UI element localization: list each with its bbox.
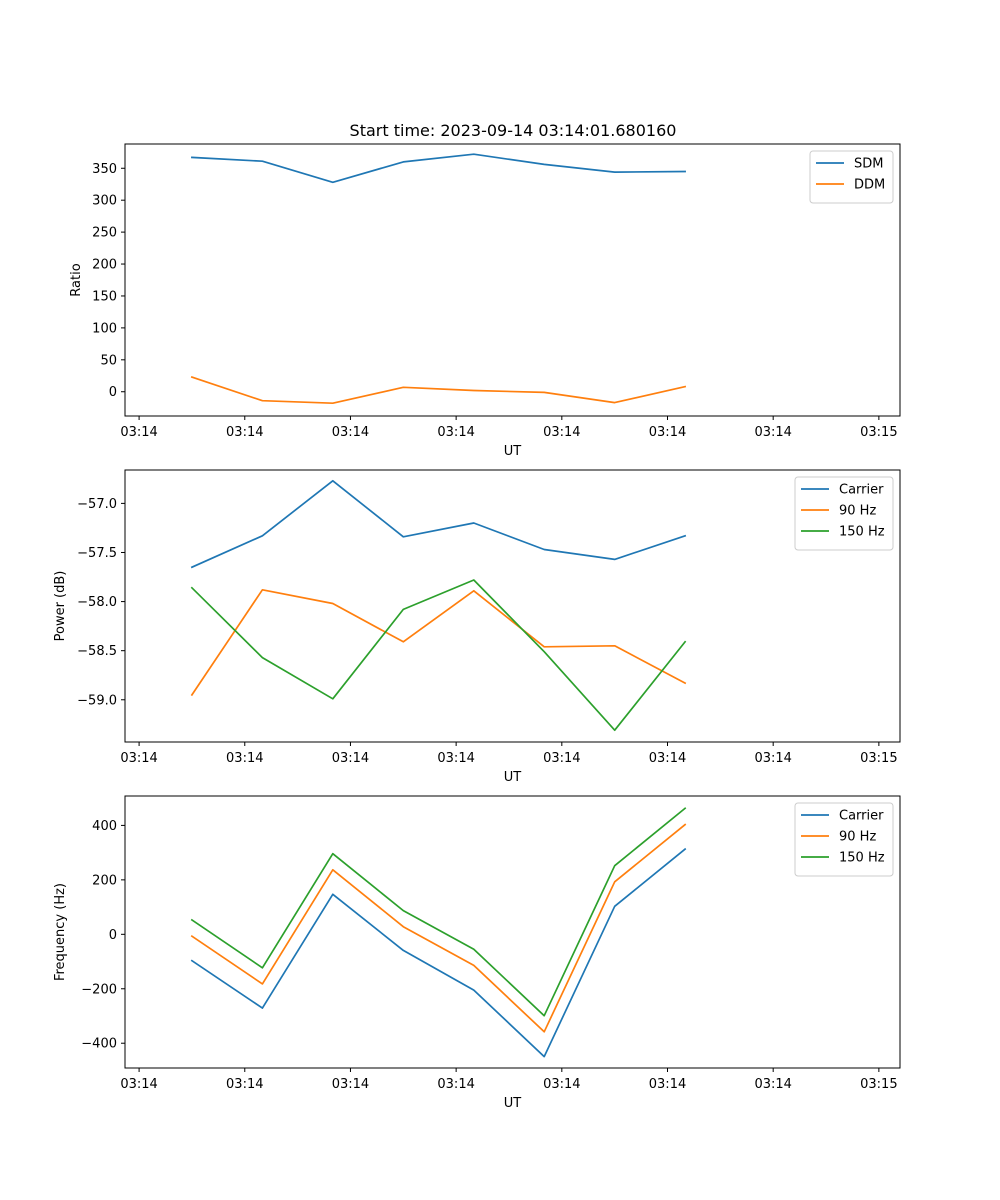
x-axis-label: UT xyxy=(504,770,522,785)
x-tick-label: 03:15 xyxy=(860,1077,897,1092)
x-axis: 03:14 03:14 03:14 03:14 03:14 03:14 03:14 03:15… xyxy=(120,1068,898,1111)
series-line-90-hz xyxy=(190,588,687,697)
series-line-150-hz xyxy=(190,807,687,1017)
x-tick-label: 03:14 xyxy=(649,425,686,440)
y-tick-label: 50 xyxy=(100,353,117,368)
y-tick-label: −57.5 xyxy=(77,546,117,561)
y-axis-label: Ratio xyxy=(69,263,84,296)
x-tick-label: 03:14 xyxy=(332,751,369,766)
plot-frame xyxy=(124,795,901,1069)
legend-label: DDM xyxy=(854,178,885,193)
x-tick-label: 03:14 xyxy=(332,425,369,440)
y-axis-label: Frequency (Hz) xyxy=(53,883,68,981)
x-tick-label: 03:14 xyxy=(754,751,791,766)
legend-label: 150 Hz xyxy=(839,851,885,866)
series-line-90-hz xyxy=(190,823,687,1033)
x-tick-label: 03:14 xyxy=(120,425,157,440)
y-axis: −59.0 −58.5 −58.0 −57.5 −57.0 Power (dB) xyxy=(53,497,125,708)
x-tick-label: 03:15 xyxy=(860,751,897,766)
x-tick-label: 03:14 xyxy=(543,751,580,766)
x-axis-label: UT xyxy=(504,444,522,459)
y-tick-label: 0 xyxy=(109,385,117,400)
y-tick-label: 150 xyxy=(92,289,117,304)
x-tick-label: 03:14 xyxy=(543,1077,580,1092)
figure-title: Start time: 2023-09-14 03:14:01.680160 xyxy=(350,121,677,140)
series-lines xyxy=(190,153,687,405)
x-tick-label: 03:14 xyxy=(437,751,474,766)
x-tick-label: 03:14 xyxy=(226,1077,263,1092)
y-tick-label: −58.5 xyxy=(77,644,117,659)
legend-label: Carrier xyxy=(839,483,884,498)
y-tick-label: −200 xyxy=(81,982,117,997)
y-tick-label: 250 xyxy=(92,226,117,241)
y-tick-label: 200 xyxy=(92,873,117,888)
legend: Carrier 90 Hz 150 Hz xyxy=(794,802,894,877)
y-axis: −400 −200 0 200 400 Frequency (Hz) xyxy=(53,819,125,1052)
legend: SDM DDM xyxy=(809,150,894,204)
x-tick-label: 03:14 xyxy=(649,1077,686,1092)
chart-panels: 03:14 03:14 03:14 03:14 03:14 03:14 03:14 03:15… xyxy=(53,143,901,1111)
x-axis: 03:14 03:14 03:14 03:14 03:14 03:14 03:14 03:15… xyxy=(120,742,898,785)
x-axis: 03:14 03:14 03:14 03:14 03:14 03:14 03:14 03:15… xyxy=(120,416,898,459)
y-axis-label: Power (dB) xyxy=(53,571,68,642)
legend-label: Carrier xyxy=(839,809,884,824)
chart-panel-1: 03:14 03:14 03:14 03:14 03:14 03:14 03:14 03:15… xyxy=(69,143,901,459)
legend-label: 90 Hz xyxy=(839,504,876,519)
plot-frame xyxy=(124,469,901,743)
x-tick-label: 03:14 xyxy=(226,425,263,440)
legend-label: 90 Hz xyxy=(839,830,876,845)
y-tick-label: 400 xyxy=(92,819,117,834)
x-tick-label: 03:14 xyxy=(437,425,474,440)
series-lines xyxy=(190,479,687,732)
series-line-carrier xyxy=(190,847,687,1058)
x-tick-label: 03:14 xyxy=(332,1077,369,1092)
y-tick-label: −59.0 xyxy=(77,693,117,708)
y-tick-label: −58.0 xyxy=(77,595,117,610)
y-tick-label: −57.0 xyxy=(77,497,117,512)
y-tick-label: 200 xyxy=(92,258,117,273)
x-tick-label: 03:14 xyxy=(226,751,263,766)
series-lines xyxy=(190,807,687,1058)
y-tick-label: 0 xyxy=(109,928,117,943)
legend-box xyxy=(809,150,894,204)
x-tick-label: 03:14 xyxy=(437,1077,474,1092)
series-line-ddm xyxy=(190,376,687,405)
x-tick-label: 03:14 xyxy=(543,425,580,440)
legend-label: SDM xyxy=(854,157,883,172)
y-tick-label: 300 xyxy=(92,194,117,209)
x-tick-label: 03:15 xyxy=(860,425,897,440)
x-tick-label: 03:14 xyxy=(649,751,686,766)
legend-label: 150 Hz xyxy=(839,525,885,540)
chart-panel-3: 03:14 03:14 03:14 03:14 03:14 03:14 03:14 03:15… xyxy=(53,795,901,1111)
x-tick-label: 03:14 xyxy=(120,1077,157,1092)
x-tick-label: 03:14 xyxy=(754,425,791,440)
x-axis-label: UT xyxy=(504,1096,522,1111)
series-line-sdm xyxy=(191,153,686,184)
y-tick-label: −400 xyxy=(81,1037,117,1052)
y-axis: 0 50 100 150 200 250 300 350 Ratio xyxy=(69,162,125,400)
plot-frame xyxy=(124,143,901,417)
y-tick-label: 350 xyxy=(92,162,117,177)
series-line-carrier xyxy=(190,479,687,569)
chart-panel-2: 03:14 03:14 03:14 03:14 03:14 03:14 03:14 03:15… xyxy=(53,469,901,785)
y-tick-label: 100 xyxy=(92,321,117,336)
series-line-150-hz xyxy=(190,579,687,732)
x-tick-label: 03:14 xyxy=(120,751,157,766)
x-tick-label: 03:14 xyxy=(754,1077,791,1092)
legend: Carrier 90 Hz 150 Hz xyxy=(794,476,894,551)
